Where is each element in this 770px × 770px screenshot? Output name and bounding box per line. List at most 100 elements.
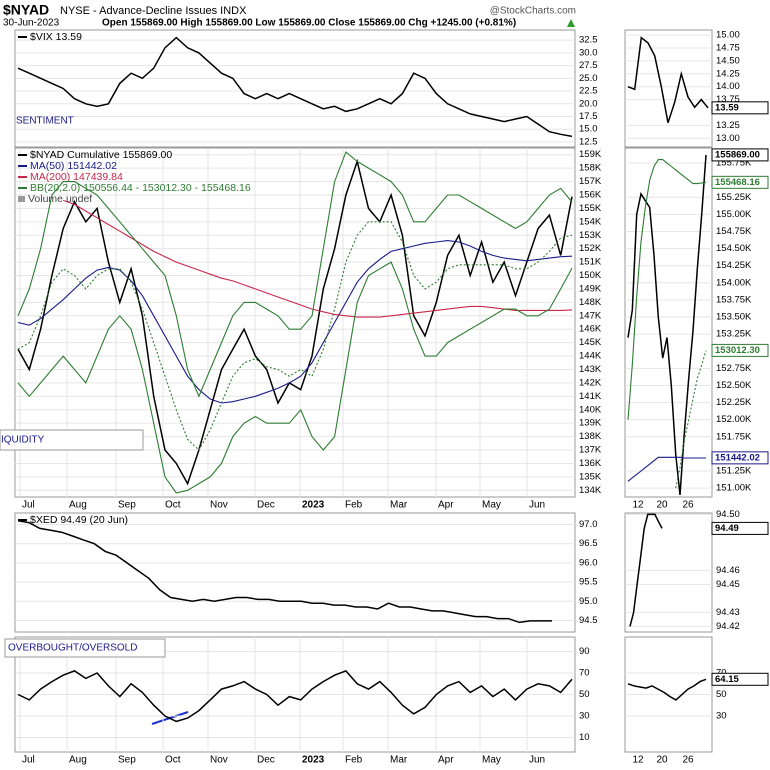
- y-tick-label: 22.5: [579, 86, 598, 97]
- x-tick-label: Jul: [22, 755, 35, 766]
- y-tick-label: 90: [579, 646, 590, 657]
- y-tick-label: 152.25K: [716, 397, 752, 408]
- y-tick-label: 94.42: [716, 621, 740, 632]
- series-line: [17, 36, 573, 138]
- y-tick-label: 96.5: [579, 538, 598, 549]
- annotation: OVERBOUGHT/OVERSOLD: [8, 643, 137, 654]
- y-tick-label: 151.00K: [716, 483, 752, 494]
- y-tick-label: 155.25K: [716, 192, 752, 203]
- legend-label: Volume undef: [28, 193, 92, 205]
- y-tick-label: 156K: [579, 189, 602, 200]
- series-line: [17, 670, 573, 723]
- y-tick-label: 17.5: [579, 111, 598, 122]
- y-tick-label: 13.00: [716, 133, 740, 144]
- symbol: $NYAD: [3, 2, 49, 18]
- y-tick-label: 94.5: [579, 615, 598, 626]
- x-tick-label: Apr: [438, 500, 454, 511]
- value-label: 13.59: [715, 102, 739, 113]
- y-tick-label: 158K: [579, 163, 602, 174]
- y-tick-label: 146K: [579, 324, 602, 335]
- y-tick-label: 148K: [579, 297, 602, 308]
- legend-label: BB(20,2.0) 150556.44 - 153012.30 - 15546…: [30, 182, 251, 194]
- value-label: 151442.02: [715, 452, 760, 463]
- legend-label: $NYAD Cumulative 155869.00: [30, 149, 172, 161]
- y-tick-label: 50: [716, 689, 727, 700]
- y-tick-label: 138K: [579, 431, 602, 442]
- y-tick-label: 140K: [579, 404, 602, 415]
- value-label: 64.15: [715, 674, 739, 685]
- series-line: [63, 199, 573, 318]
- x-tick-label: Dec: [257, 500, 275, 511]
- y-tick-label: 143K: [579, 364, 602, 375]
- up-arrow: [567, 19, 575, 27]
- annotation: IQUIDITY: [1, 435, 45, 446]
- series-line: [17, 261, 573, 494]
- y-tick-label: 95.0: [579, 596, 598, 607]
- legend-swatch: [18, 196, 25, 202]
- y-tick-label: 97.0: [579, 519, 598, 530]
- y-tick-label: 94.46: [716, 565, 740, 576]
- series-line: [17, 158, 573, 486]
- series-line: [627, 36, 709, 124]
- value-box: [711, 175, 769, 189]
- value-box: [711, 521, 769, 535]
- y-tick-label: 154K: [579, 216, 602, 227]
- y-tick-label: 147K: [579, 310, 602, 321]
- value-box: [711, 101, 769, 115]
- y-tick-label: 151.25K: [716, 466, 752, 477]
- y-tick-label: 157K: [579, 176, 602, 187]
- y-tick-label: 152.00K: [716, 414, 752, 425]
- y-tick-label: 134K: [579, 485, 602, 496]
- value-box: [711, 451, 769, 465]
- x-tick-label: Mar: [390, 500, 408, 511]
- y-tick-label: 94.50: [716, 509, 740, 520]
- series-line: [627, 154, 707, 495]
- y-tick-label: 155K: [579, 203, 602, 214]
- x-tick-label: 20: [656, 500, 668, 511]
- x-tick-label: Sep: [118, 755, 136, 766]
- y-tick-label: 142K: [579, 377, 602, 388]
- series-line: [17, 519, 552, 624]
- x-tick-label: Mar: [390, 755, 408, 766]
- y-tick-label: 30: [716, 711, 727, 722]
- y-tick-label: 135K: [579, 471, 602, 482]
- date: 30-Jun-2023: [3, 18, 60, 29]
- x-tick-label: 26: [682, 755, 694, 766]
- x-tick-label: Apr: [438, 755, 454, 766]
- x-tick-label: 20: [656, 755, 668, 766]
- y-tick-label: 94.43: [716, 607, 740, 618]
- y-tick-label: 14.50: [716, 55, 740, 66]
- y-tick-label: 153.50K: [716, 312, 752, 323]
- x-tick-label: Jul: [22, 500, 35, 511]
- value-label: 94.49: [715, 523, 739, 534]
- y-tick-label: 152.50K: [716, 380, 752, 391]
- x-tick-label: Oct: [165, 500, 181, 511]
- legend-label: $VIX 13.59: [30, 31, 82, 43]
- y-tick-label: 153.75K: [716, 294, 752, 305]
- y-tick-label: 141K: [579, 391, 602, 402]
- y-tick-label: 25.0: [579, 73, 598, 84]
- annotation: SENTIMENT: [16, 116, 74, 127]
- x-tick-label: 2023: [302, 500, 325, 511]
- y-tick-label: 144K: [579, 351, 602, 362]
- y-tick-label: 96.0: [579, 557, 598, 568]
- ohlc: Open 155869.00 High 155869.00 Low 155869…: [102, 18, 516, 29]
- y-tick-label: 30.0: [579, 47, 598, 58]
- y-tick-label: 145K: [579, 337, 602, 348]
- value-label: 155468.16: [715, 177, 760, 188]
- value-box: [711, 672, 769, 686]
- series-line: [675, 350, 707, 489]
- x-tick-label: Nov: [210, 755, 228, 766]
- x-tick-label: Feb: [345, 755, 363, 766]
- series-line: [629, 513, 663, 627]
- x-tick-label: 12: [632, 500, 644, 511]
- y-tick-label: 10: [579, 732, 590, 743]
- y-tick-label: 154.50K: [716, 243, 752, 254]
- y-tick-label: 153K: [579, 230, 602, 241]
- y-tick-label: 13.75: [716, 94, 740, 105]
- y-tick-label: 12.5: [579, 136, 598, 147]
- series-line: [17, 221, 573, 451]
- value-label: 155869.00: [715, 149, 760, 160]
- value-box: [711, 343, 769, 357]
